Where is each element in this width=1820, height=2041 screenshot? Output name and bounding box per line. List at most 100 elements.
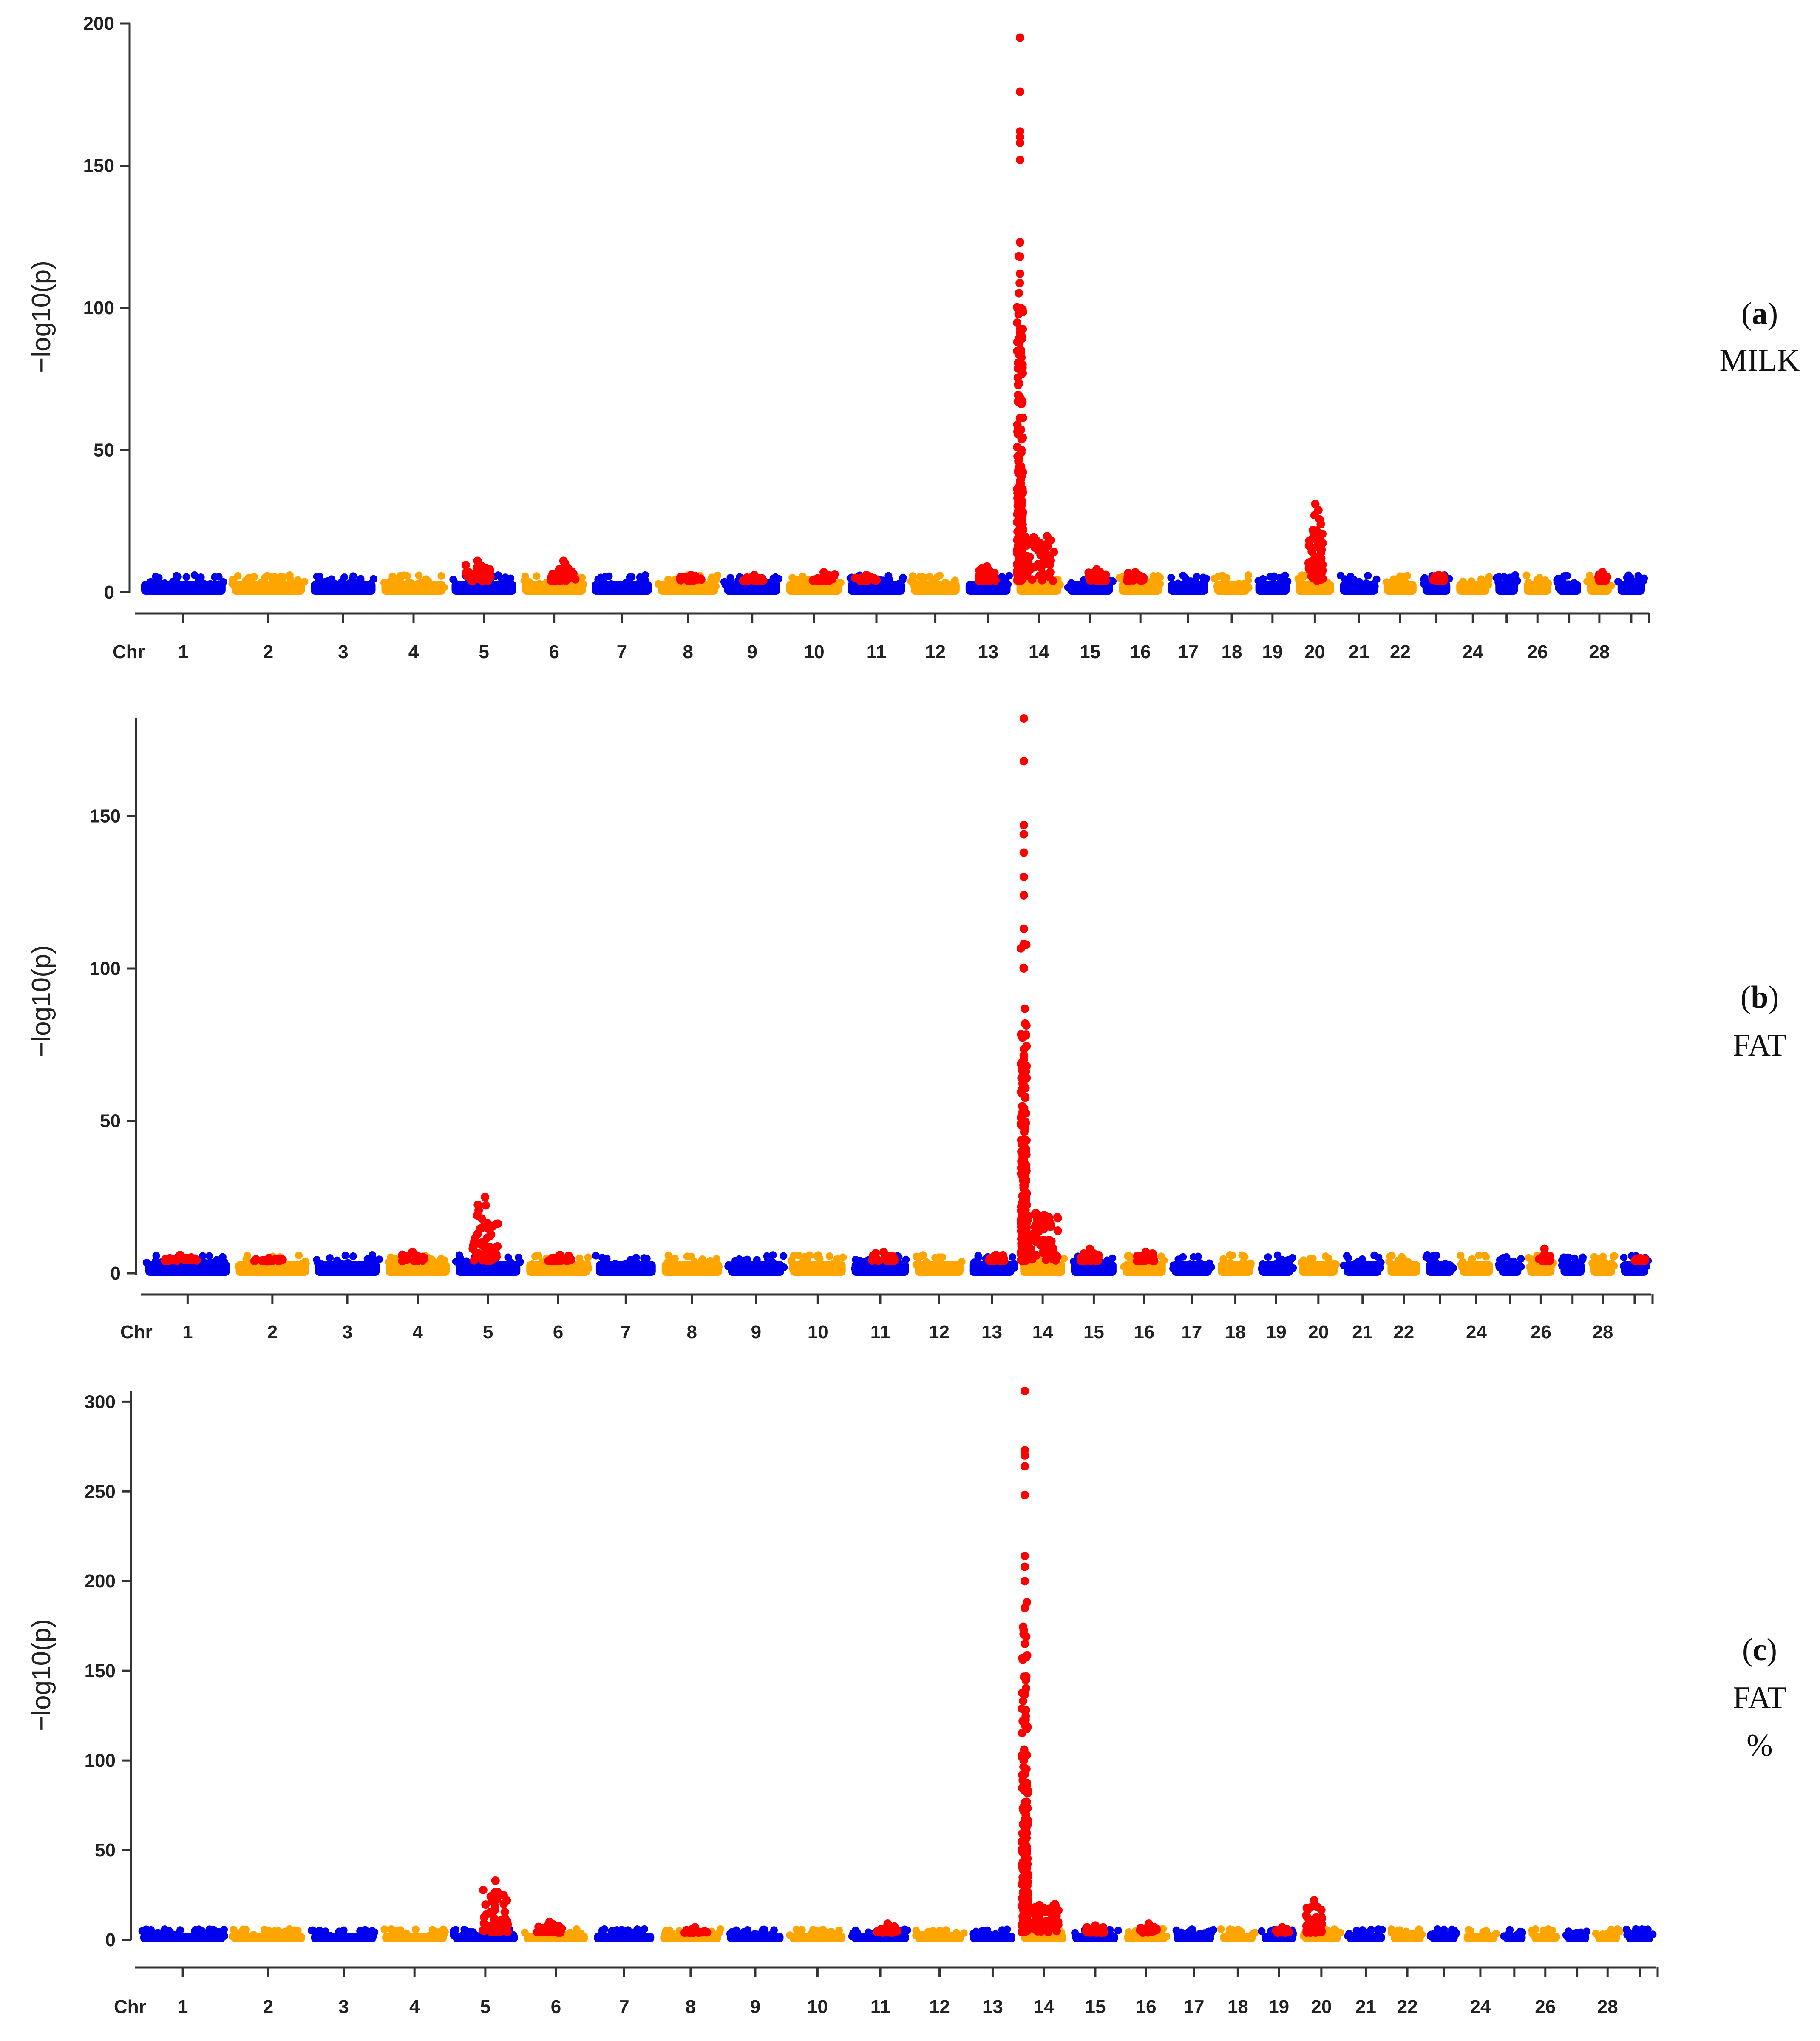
snp-point [1287,1255,1295,1263]
snp-point [1200,1929,1208,1937]
snp-point [1517,1263,1525,1271]
top-snp-point [1015,138,1024,147]
snp-point [151,1264,159,1272]
snp-point [733,584,741,592]
panel-b-chr-label: 16 [1134,1322,1154,1343]
significant-snp-point [1315,515,1324,524]
snp-point [861,1258,869,1266]
significant-snp-point [1123,573,1132,582]
snp-point [666,579,674,588]
snp-point [1226,1927,1234,1935]
snp-point [205,1252,213,1260]
snp-point [1247,1261,1255,1269]
snp-point [1361,580,1369,588]
snp-point [215,573,223,581]
snp-point [188,1933,196,1941]
top-snp-point [1021,1387,1029,1395]
significant-snp-point [547,576,556,585]
significant-snp-point [1313,1903,1322,1912]
snp-point [1347,1931,1355,1939]
significant-snp-point [1046,1222,1055,1231]
snp-point [885,1263,893,1271]
snp-point [1160,1256,1168,1264]
significant-snp-point [1016,328,1025,337]
significant-snp-point [1317,545,1326,554]
snp-point [1162,1933,1171,1941]
panel-c-trait-line1: FAT [1733,1680,1786,1715]
significant-snp-point [1087,1253,1096,1262]
panel-a-chr-label: 15 [1080,642,1100,662]
snp-point [788,1264,797,1272]
significant-snp-point [1022,1672,1031,1681]
snp-point [363,1255,371,1263]
snp-point [352,579,360,588]
snp-point [1258,1265,1266,1273]
significant-snp-point [278,1255,286,1263]
snp-point [641,579,649,588]
significant-snp-point [1037,564,1046,573]
significant-snp-point [1015,289,1023,298]
snp-point [1177,1928,1185,1936]
panel-c-chr-label: 26 [1535,1996,1556,2017]
snp-point [1484,581,1492,589]
significant-snp-point [486,1892,495,1901]
panel-c-chr-label: 7 [619,1996,629,2017]
significant-snp-point [1306,1903,1315,1912]
snp-point [367,580,375,588]
snp-point [1259,575,1267,583]
snp-point [1270,572,1278,580]
significant-snp-point [1021,532,1029,541]
snp-point [1193,573,1201,581]
snp-point [1531,1925,1539,1933]
snp-point [794,1928,802,1936]
peak-snp-point [176,1250,184,1259]
panel-a-chr-label: 8 [683,642,693,662]
snp-point [1615,1926,1623,1934]
significant-snp-point [1017,434,1026,443]
top-snp-point [1021,1577,1029,1586]
significant-snp-point [1013,318,1022,327]
significant-snp-point [744,576,753,585]
significant-snp-point [1036,551,1045,560]
snp-point [984,1926,992,1934]
panel-b-chr-label: 9 [751,1322,761,1343]
panel-c-chr-label: 11 [870,1996,890,2017]
snp-point [349,572,357,580]
snp-point [1248,1930,1256,1938]
snp-point [614,1261,622,1269]
snp-point [833,1255,841,1263]
peak-snp-point [819,568,828,577]
panel-b-chr-label: 26 [1531,1322,1551,1343]
snp-point [337,1263,346,1272]
snp-point [1518,1929,1526,1937]
significant-snp-point [1023,1820,1032,1829]
snp-point [1631,1931,1639,1939]
top-snp-point [1019,872,1028,881]
panel-c-trait-line2: % [1746,1728,1773,1763]
panel-c-chr-label: 2 [263,1996,273,2017]
significant-snp-point [1013,397,1022,406]
snp-point [341,1252,349,1260]
peak-snp-point [750,571,759,579]
snp-point [780,1252,788,1260]
significant-snp-point [1020,1927,1029,1936]
snp-point [913,1260,921,1268]
snp-point [839,1253,847,1261]
significant-snp-point [1045,569,1054,578]
snp-point [1178,1263,1186,1271]
snp-point [1219,572,1227,580]
snp-point [242,1926,250,1934]
snp-point [879,578,887,586]
snp-point [918,1931,926,1939]
panel-a-chr-label: 5 [479,642,489,662]
snp-point [1226,1259,1234,1267]
significant-snp-point [1019,1045,1028,1054]
snp-point [510,1931,518,1939]
snp-point [1567,582,1575,590]
snp-point [735,1255,743,1263]
panel-a-chr-label: 19 [1262,642,1283,662]
snp-point [1194,1252,1202,1260]
snp-point [176,1926,184,1934]
peak-snp-point [473,556,482,565]
significant-snp-point [984,571,993,580]
